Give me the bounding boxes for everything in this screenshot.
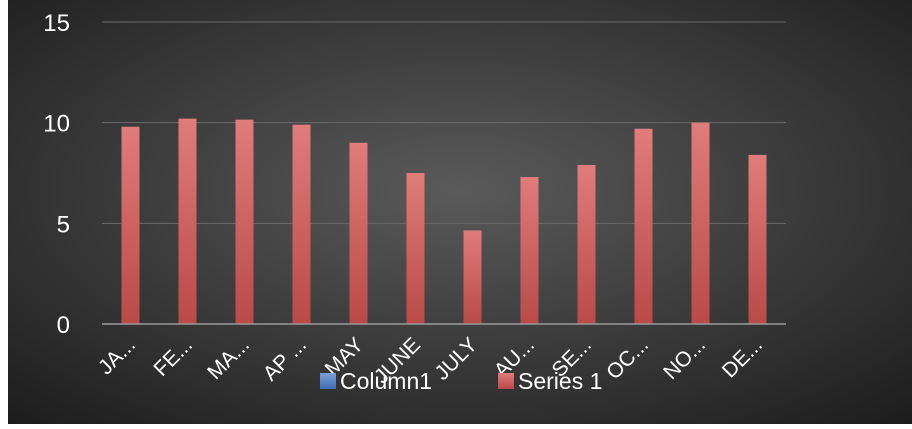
bar bbox=[178, 118, 197, 324]
legend-label: Column1 bbox=[340, 368, 432, 394]
bar bbox=[406, 173, 425, 324]
y-tick-label: 10 bbox=[43, 111, 70, 138]
legend-swatch bbox=[498, 373, 514, 389]
bar bbox=[634, 128, 653, 324]
legend-label: Series 1 bbox=[518, 368, 602, 394]
bar bbox=[121, 126, 140, 325]
legend: Column1 Series 1 bbox=[320, 368, 602, 394]
legend-item: Column1 bbox=[320, 368, 432, 394]
gridlines bbox=[102, 21, 786, 224]
legend-swatch bbox=[320, 373, 336, 389]
bar bbox=[577, 164, 596, 324]
y-tick-label: 15 bbox=[43, 10, 70, 37]
bar bbox=[349, 142, 368, 324]
y-axis-ticks: 0 5 10 15 bbox=[43, 10, 70, 339]
bars bbox=[121, 118, 767, 325]
legend-item: Series 1 bbox=[498, 368, 602, 394]
y-tick-label: 0 bbox=[57, 312, 70, 339]
y-tick-label: 5 bbox=[57, 211, 70, 238]
bar bbox=[691, 122, 710, 325]
bar bbox=[748, 154, 767, 324]
chart-container: 0 5 10 15 JA... FE... MA... AP ... MAY JUNE JULY A… bbox=[8, 0, 912, 424]
bar bbox=[463, 230, 482, 324]
bar bbox=[235, 119, 254, 324]
bar bbox=[292, 124, 311, 325]
bar bbox=[520, 177, 539, 324]
